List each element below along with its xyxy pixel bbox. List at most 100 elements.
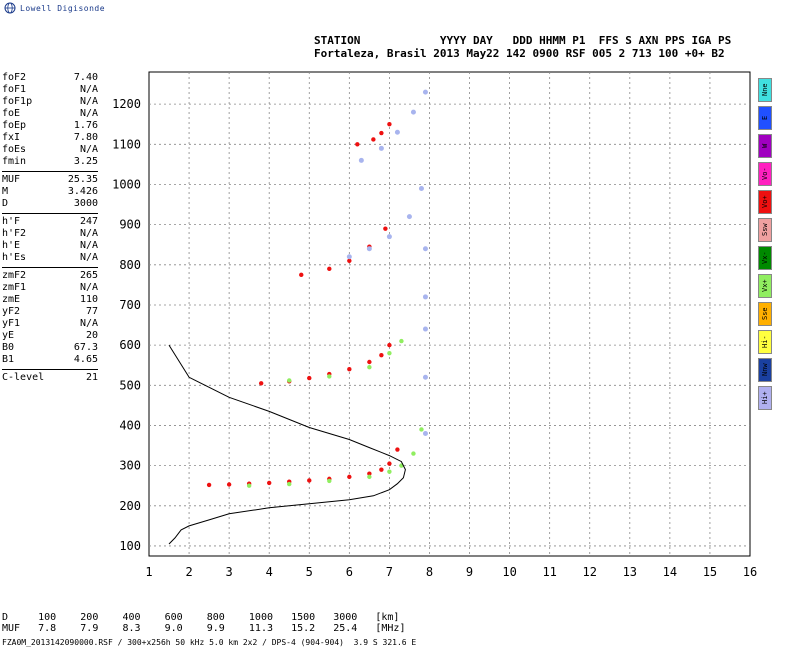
o-trace-point bbox=[206, 482, 212, 488]
muf-value: 7.8 bbox=[38, 623, 81, 634]
echo-spread-x4-point bbox=[410, 109, 416, 115]
param-value: 4.65 bbox=[73, 354, 98, 365]
param-row: foE N/A bbox=[2, 108, 98, 120]
x-trace-point bbox=[246, 483, 252, 488]
o-trace-2hop-point bbox=[367, 359, 372, 365]
muf-unit: [MHz] bbox=[375, 623, 406, 634]
echo-vertical-point bbox=[422, 326, 428, 332]
x-trace-2hop-point bbox=[399, 338, 404, 344]
x-trace-point bbox=[327, 478, 332, 484]
x-tick-label: 16 bbox=[743, 565, 757, 579]
header-line-1: STATION YYYY DAY DDD HHMM P1 FFS S AXN P… bbox=[314, 34, 732, 47]
o-trace-3hop-point bbox=[383, 226, 388, 231]
echo-spread-x2-point bbox=[386, 234, 392, 240]
distance-value: 800 bbox=[206, 612, 249, 623]
o-trace-3hop-point bbox=[327, 266, 332, 272]
param-row: h'F 247 bbox=[2, 216, 98, 228]
y-tick-label: 800 bbox=[119, 258, 141, 272]
o-trace-4hop-point bbox=[355, 142, 360, 147]
param-value: 7.40 bbox=[73, 72, 98, 83]
param-name: foF1p bbox=[2, 96, 33, 107]
legend-entry: Vo+ bbox=[758, 190, 772, 214]
param-row: foF2 7.40 bbox=[2, 72, 98, 84]
x-tick-label: 1 bbox=[145, 565, 152, 579]
distance-value: 400 bbox=[122, 612, 165, 623]
param-value: N/A bbox=[79, 318, 98, 329]
o-trace-3hop-point bbox=[347, 258, 352, 263]
param-value: N/A bbox=[79, 282, 98, 293]
echo-spread-x4-point bbox=[394, 129, 400, 135]
param-name: h'E bbox=[2, 240, 21, 251]
param-row: foF1p N/A bbox=[2, 96, 98, 108]
logo-text: Lowell Digisonde bbox=[20, 3, 106, 13]
echo-vertical-point bbox=[422, 374, 428, 380]
x-trace-point bbox=[367, 474, 372, 480]
y-tick-label: 1200 bbox=[112, 97, 141, 111]
echo-spread-x2-point bbox=[406, 214, 412, 220]
x-tick-label: 8 bbox=[426, 565, 433, 579]
muf-label: MUF bbox=[2, 623, 39, 634]
param-divider bbox=[2, 369, 98, 370]
param-row: h'F2 N/A bbox=[2, 228, 98, 240]
o-trace-point bbox=[347, 474, 352, 480]
legend-entry: Vx- bbox=[758, 246, 772, 270]
muf-table: D 100 200 400 600 800 1000 1500 3000 [km… bbox=[2, 612, 405, 634]
x-trace-point bbox=[419, 427, 424, 432]
param-name: foEs bbox=[2, 144, 27, 155]
logo: Lowell Digisonde bbox=[4, 2, 105, 14]
param-name: yE bbox=[2, 330, 15, 341]
param-name: yF1 bbox=[2, 318, 21, 329]
param-row: foF1 N/A bbox=[2, 84, 98, 96]
param-value: 247 bbox=[79, 216, 98, 227]
legend-entry: E bbox=[758, 106, 772, 130]
x-trace-point bbox=[411, 451, 416, 456]
param-row: foEp 1.76 bbox=[2, 120, 98, 132]
x-tick-label: 10 bbox=[502, 565, 516, 579]
y-tick-label: 200 bbox=[119, 499, 141, 513]
param-name: h'F2 bbox=[2, 228, 27, 239]
param-name: zmF2 bbox=[2, 270, 27, 281]
param-name: M bbox=[2, 186, 9, 197]
y-tick-label: 600 bbox=[119, 338, 141, 352]
o-trace-2hop-point bbox=[379, 352, 384, 358]
echo-spread-x4-point bbox=[378, 145, 384, 151]
param-name: zmF1 bbox=[2, 282, 27, 293]
param-row: B0 67.3 bbox=[2, 342, 98, 354]
y-tick-label: 100 bbox=[119, 539, 141, 553]
distance-value: 1500 bbox=[291, 612, 334, 623]
param-name: foF1 bbox=[2, 84, 27, 95]
x-tick-label: 7 bbox=[386, 565, 393, 579]
legend-entry: Hi+ bbox=[758, 386, 772, 410]
param-name: fmin bbox=[2, 156, 27, 167]
o-trace-2hop-point bbox=[258, 381, 264, 386]
x-tick-label: 11 bbox=[542, 565, 556, 579]
distance-value: 600 bbox=[164, 612, 207, 623]
x-tick-label: 5 bbox=[306, 565, 313, 579]
x-trace-2hop-point bbox=[327, 374, 332, 379]
x-tick-label: 15 bbox=[703, 565, 717, 579]
echo-spread-x4-point bbox=[422, 89, 428, 95]
o-trace-point bbox=[367, 471, 372, 476]
param-value: 3.426 bbox=[67, 186, 98, 197]
param-name: B0 bbox=[2, 342, 15, 353]
electron-density-profile bbox=[168, 344, 406, 545]
distance-unit: [km] bbox=[375, 612, 400, 623]
o-trace-2hop-point bbox=[387, 342, 392, 348]
o-trace-4hop-point bbox=[387, 122, 392, 127]
param-divider bbox=[2, 171, 98, 172]
param-row: h'Es N/A bbox=[2, 252, 98, 264]
legend-entry: Ssw bbox=[758, 218, 772, 242]
param-row: zmF1 N/A bbox=[2, 282, 98, 294]
param-value: N/A bbox=[79, 252, 98, 263]
param-row: yE 20 bbox=[2, 330, 98, 342]
param-value: 3.25 bbox=[73, 156, 98, 167]
param-value: 67.3 bbox=[73, 342, 98, 353]
param-row: fmin 3.25 bbox=[2, 156, 98, 168]
echo-spread-x4-point bbox=[358, 157, 364, 163]
param-row: fxI 7.80 bbox=[2, 132, 98, 144]
legend-entry: W bbox=[758, 134, 772, 158]
x-trace-point bbox=[287, 481, 292, 487]
param-value: 7.80 bbox=[73, 132, 98, 143]
o-trace-2hop-point bbox=[347, 367, 352, 372]
